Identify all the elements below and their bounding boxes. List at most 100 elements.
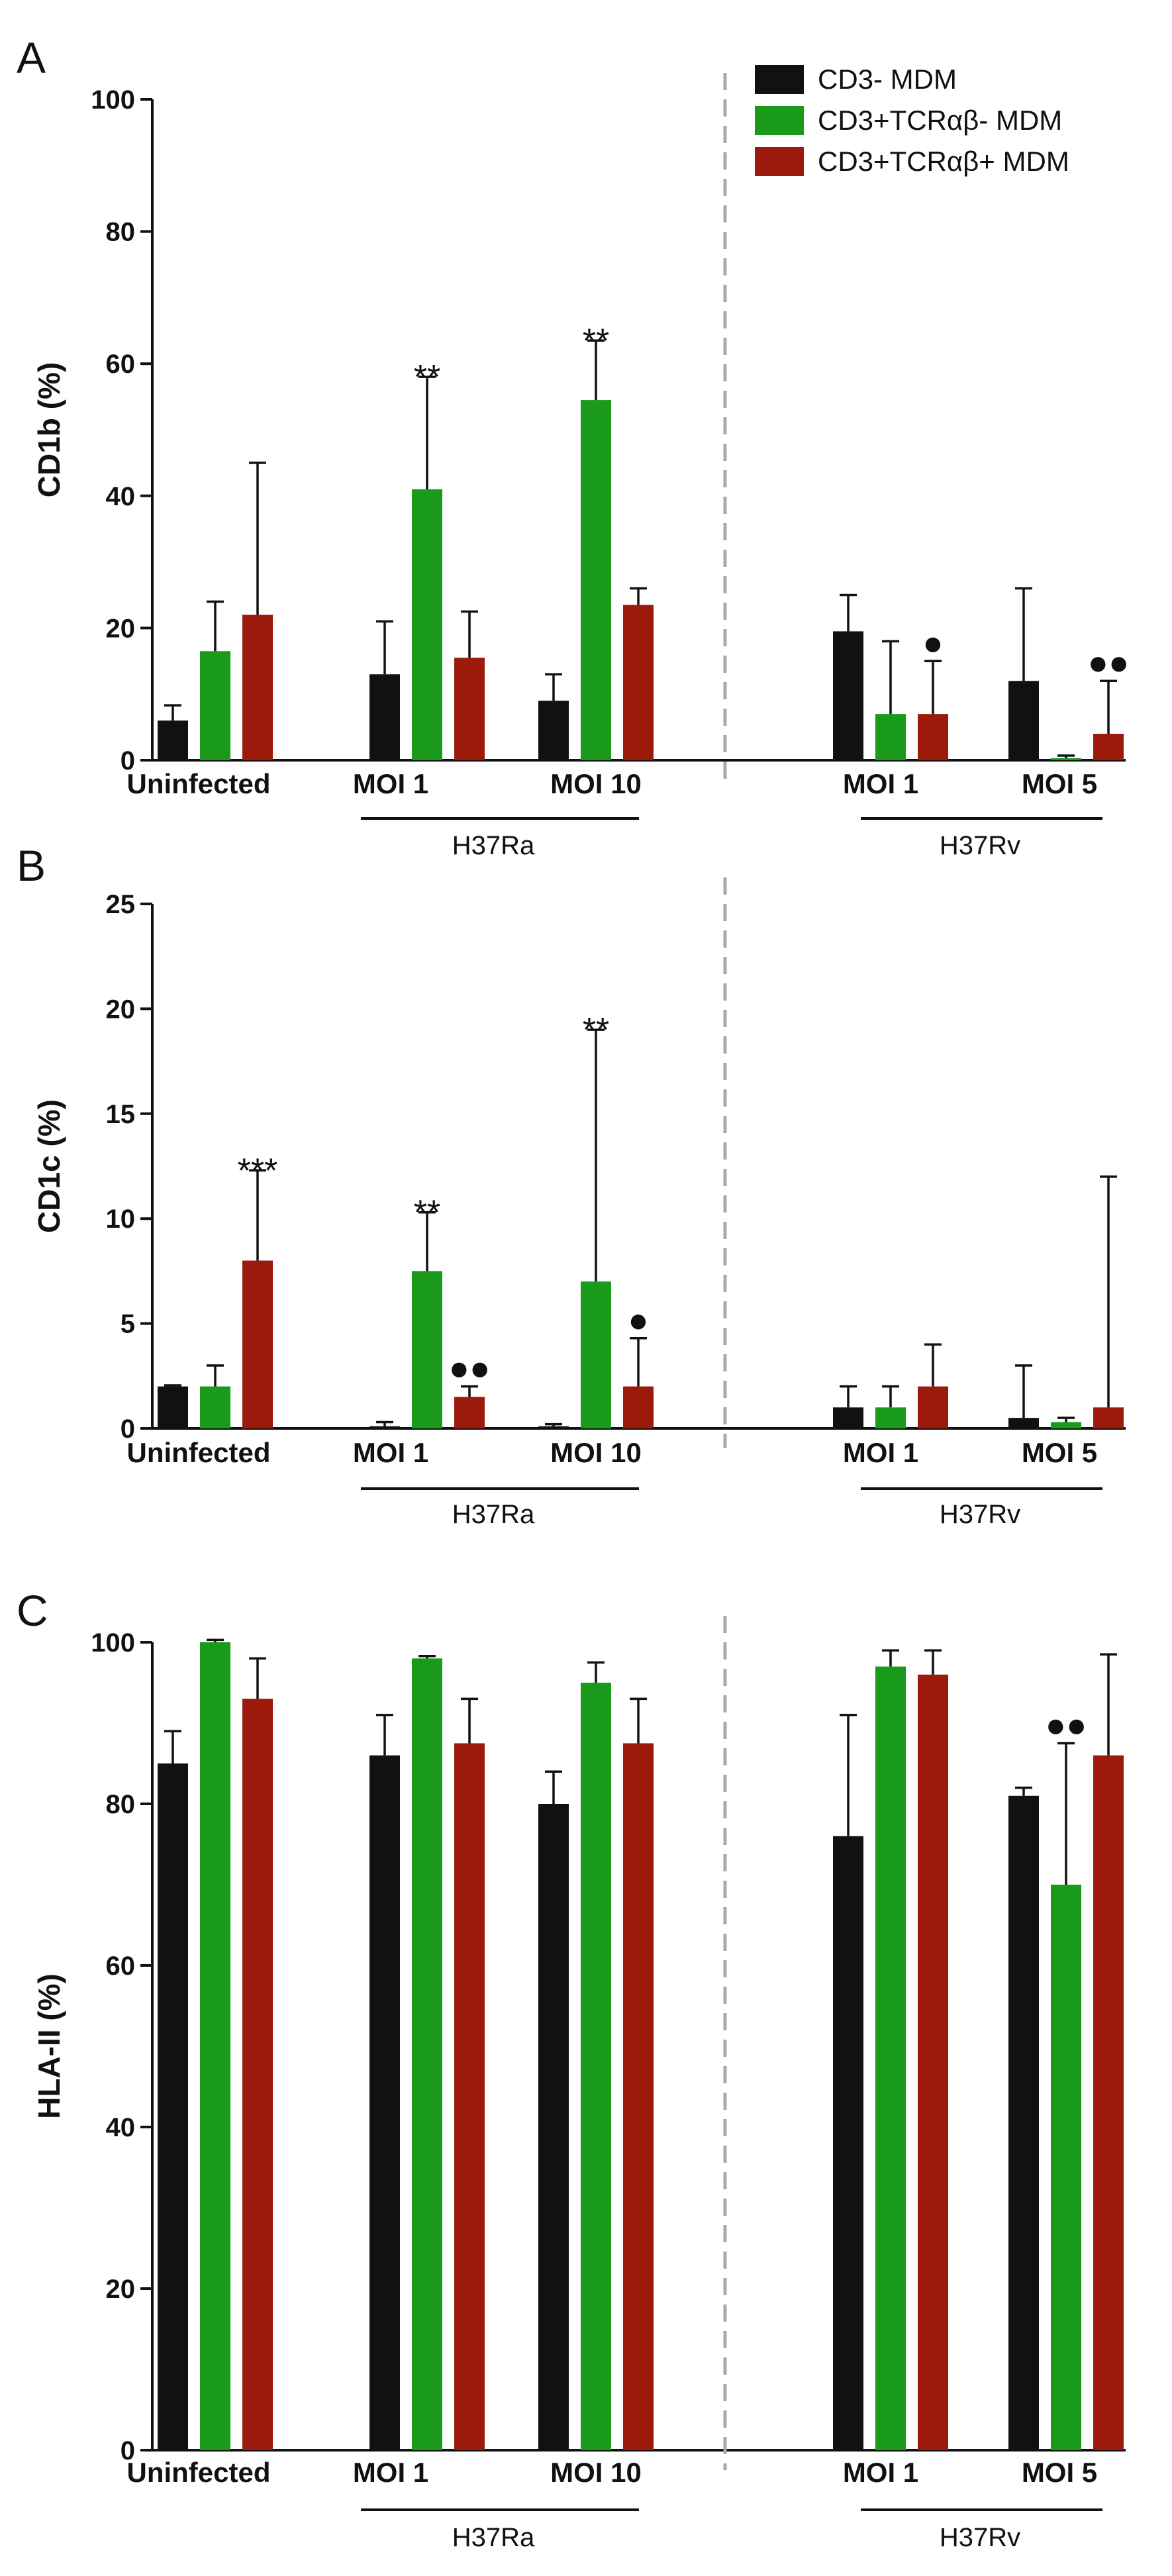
y-axis-label: CD1c (%): [32, 1099, 66, 1233]
panel-letter: B: [17, 841, 46, 890]
bar: [242, 1260, 273, 1428]
y-tick-label: 40: [106, 482, 136, 511]
bar: [242, 615, 273, 760]
bar: [369, 674, 400, 760]
bar: [918, 1386, 948, 1428]
y-tick-label: 100: [91, 1628, 135, 1658]
x-category-label: MOI 5: [1022, 768, 1097, 799]
x-category-label: Uninfected: [126, 1437, 270, 1468]
y-tick-label: 0: [121, 1414, 135, 1444]
y-tick-label: 80: [106, 1790, 136, 1819]
bar: [538, 1804, 569, 2450]
group-label: H37Rv: [940, 1500, 1020, 1529]
x-category-label: MOI 10: [550, 768, 642, 799]
group-label: H37Ra: [452, 2523, 535, 2552]
legend-label: CD3- MDM: [818, 64, 957, 95]
y-tick-label: 25: [106, 890, 136, 919]
bar: [158, 1763, 188, 2450]
bar: [875, 1666, 906, 2450]
y-tick-label: 5: [121, 1310, 135, 1339]
x-category-label: MOI 1: [353, 768, 428, 799]
y-axis-label: CD1b (%): [32, 362, 66, 497]
x-category-label: MOI 1: [843, 1437, 918, 1468]
y-axis-label: HLA-II (%): [32, 1973, 66, 2119]
y-tick-label: 80: [106, 218, 136, 247]
bar: [242, 1699, 273, 2450]
bar: [369, 1426, 400, 1428]
significance-marker: ●●: [1088, 644, 1130, 682]
x-category-label: MOI 5: [1022, 2457, 1097, 2488]
x-category-label: MOI 1: [843, 768, 918, 799]
bar: [1051, 1422, 1081, 1428]
significance-marker: ***: [238, 1152, 278, 1190]
group-label: H37Ra: [452, 1500, 535, 1529]
panel-letter: C: [17, 1586, 48, 1635]
bar: [158, 720, 188, 760]
significance-marker: ●: [922, 624, 943, 662]
y-tick-label: 0: [121, 2436, 135, 2465]
y-tick-label: 40: [106, 2113, 136, 2142]
bar: [918, 1674, 948, 2450]
bar: [623, 605, 654, 760]
y-tick-label: 10: [106, 1205, 136, 1234]
bar: [833, 631, 863, 760]
y-tick-label: 60: [106, 1952, 136, 1981]
significance-marker: ●●: [449, 1350, 491, 1388]
bar: [833, 1407, 863, 1428]
bar: [1008, 1795, 1039, 2450]
x-category-label: MOI 10: [550, 1437, 642, 1468]
legend-label: CD3+TCRαβ- MDM: [818, 105, 1062, 136]
bar: [412, 1271, 442, 1428]
bar: [158, 1386, 188, 1428]
bar: [1093, 1407, 1124, 1428]
y-tick-label: 15: [106, 1100, 136, 1129]
y-tick-label: 20: [106, 995, 136, 1024]
x-category-label: MOI 1: [353, 1437, 428, 1468]
significance-marker: **: [414, 358, 440, 397]
bar: [454, 1397, 485, 1428]
bar: [875, 714, 906, 760]
bar: [623, 1743, 654, 2450]
bar: [581, 1683, 611, 2450]
bar: [875, 1407, 906, 1428]
y-tick-label: 20: [106, 2275, 136, 2304]
legend-label: CD3+TCRαβ+ MDM: [818, 146, 1069, 177]
x-category-label: MOI 1: [843, 2457, 918, 2488]
x-category-label: MOI 10: [550, 2457, 642, 2488]
bar: [623, 1386, 654, 1428]
bar: [200, 1386, 230, 1428]
bar: [454, 1743, 485, 2450]
x-category-label: MOI 1: [353, 2457, 428, 2488]
significance-marker: **: [583, 322, 609, 360]
group-label: H37Ra: [452, 831, 535, 860]
x-category-label: Uninfected: [126, 768, 270, 799]
bar: [1051, 758, 1081, 760]
bar: [200, 651, 230, 760]
bar: [1008, 681, 1039, 760]
y-tick-label: 100: [91, 85, 135, 115]
significance-marker: **: [583, 1011, 609, 1050]
bar: [454, 658, 485, 760]
x-category-label: Uninfected: [126, 2457, 270, 2488]
bar: [1008, 1418, 1039, 1428]
group-label: H37Rv: [940, 831, 1020, 860]
legend-swatch: [755, 65, 804, 94]
group-label: H37Rv: [940, 2523, 1020, 2552]
bar: [1051, 1885, 1081, 2450]
significance-marker: ●●: [1046, 1707, 1087, 1745]
bar: [412, 489, 442, 760]
bar: [1093, 1755, 1124, 2450]
bar: [833, 1836, 863, 2450]
bar: [538, 1426, 569, 1428]
bar: [200, 1642, 230, 2450]
y-tick-label: 20: [106, 614, 136, 643]
bar: [538, 701, 569, 760]
bar: [1093, 734, 1124, 760]
y-tick-label: 60: [106, 350, 136, 379]
bar: [581, 1281, 611, 1428]
panel-letter: A: [17, 33, 46, 82]
legend-swatch: [755, 147, 804, 176]
legend-swatch: [755, 106, 804, 135]
bar: [412, 1658, 442, 2450]
